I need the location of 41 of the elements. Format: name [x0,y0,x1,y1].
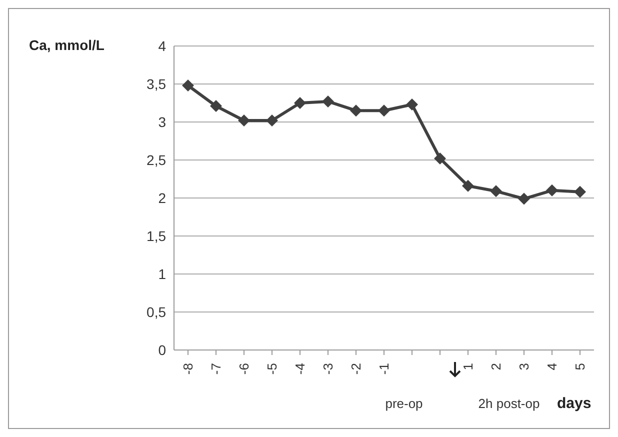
text: 2h post-op [478,396,540,411]
point [378,104,390,117]
y-tick-label: 1 [158,266,166,282]
point [238,114,250,126]
point [322,95,334,108]
y-tick-label: 0,5 [146,304,166,320]
point [462,180,474,192]
y-tick-label: 3 [158,114,166,130]
y-tick-label: 2 [158,190,166,206]
point [294,97,306,109]
x-tick-label: -3 [320,363,336,375]
x-tick-label: 3 [516,363,532,370]
point [434,152,446,164]
text: pre-op [385,396,423,411]
x-axis-title: days [557,395,592,412]
point [182,80,194,92]
y-tick-label: 3,5 [146,76,166,92]
point [210,100,222,112]
x-tick-label: -7 [208,363,224,375]
y-tick-label: 2,5 [146,152,166,168]
x-tick-label: 4 [544,363,560,370]
x-tick-label: -5 [264,363,280,375]
y-axis-title: Ca, mmol/L [29,37,104,53]
x-tick-label: -8 [180,363,196,375]
y-tick-label: 4 [158,38,166,54]
point [490,185,502,198]
x-tick-label: 5 [572,363,588,370]
point [574,186,586,198]
x-tick-label: 1 [460,363,476,370]
point [518,192,530,205]
x-tick-label: 2 [488,363,504,370]
y-tick-label: 0 [158,342,166,358]
y-tick-label: 1,5 [146,228,166,244]
x-tick-label: -2 [348,363,364,375]
point [266,114,278,126]
point [546,184,558,196]
x-tick-label: -6 [236,363,252,375]
x-tick-label: -4 [292,363,308,375]
point [406,98,418,111]
x-tick-label: -1 [376,363,392,375]
point [350,104,362,117]
